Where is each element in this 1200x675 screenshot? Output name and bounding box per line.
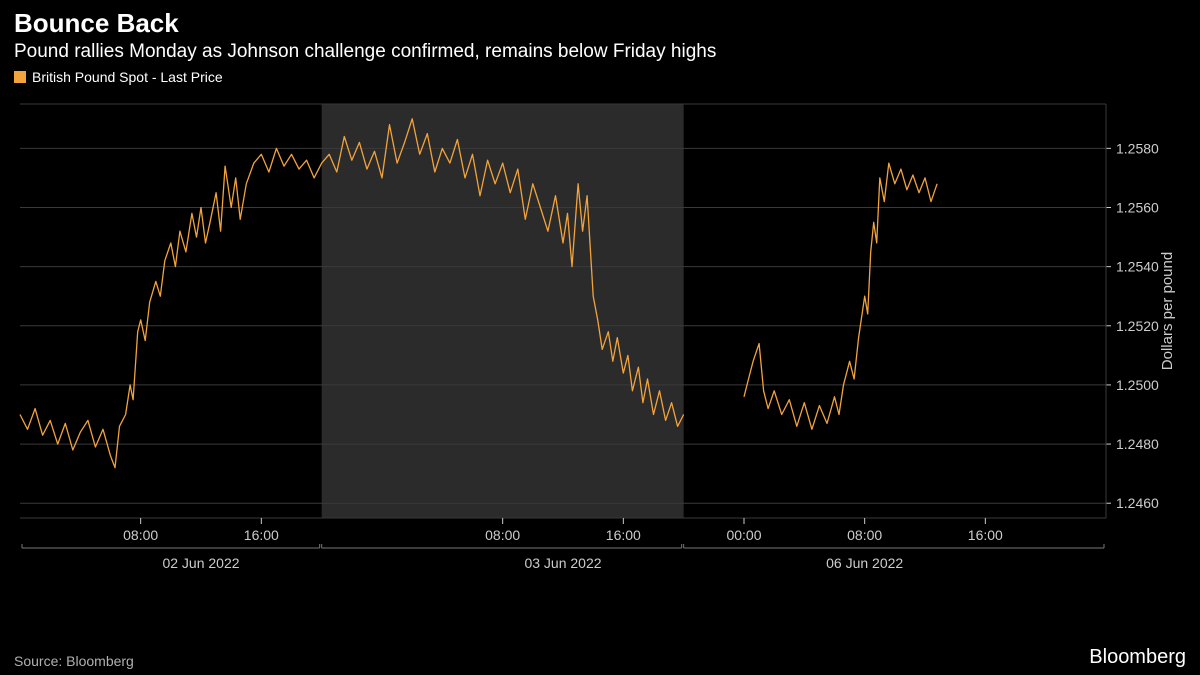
svg-text:06 Jun 2022: 06 Jun 2022	[826, 555, 903, 571]
price-chart: 1.2460 1.2480 1.2500 1.2520 1.2540 1.2560 1.25…	[14, 98, 1186, 598]
legend-swatch	[14, 71, 26, 83]
svg-text:08:00: 08:00	[847, 527, 882, 543]
brand-logo: Bloomberg	[1089, 646, 1186, 669]
svg-text:1.2580: 1.2580	[1116, 140, 1159, 156]
svg-text:Dollars per pound: Dollars per pound	[1159, 252, 1176, 370]
svg-text:16:00: 16:00	[244, 527, 279, 543]
chart-subtitle: Pound rallies Monday as Johnson challeng…	[14, 41, 1186, 63]
svg-text:08:00: 08:00	[123, 527, 158, 543]
svg-text:16:00: 16:00	[606, 527, 641, 543]
svg-text:00:00: 00:00	[726, 527, 761, 543]
chart-title: Bounce Back	[14, 8, 1186, 39]
svg-text:1.2560: 1.2560	[1116, 200, 1159, 216]
svg-text:1.2540: 1.2540	[1116, 259, 1159, 275]
svg-text:02 Jun 2022: 02 Jun 2022	[162, 555, 239, 571]
source-text: Source: Bloomberg	[14, 653, 134, 669]
svg-text:1.2480: 1.2480	[1116, 436, 1159, 452]
svg-text:08:00: 08:00	[485, 527, 520, 543]
svg-text:1.2500: 1.2500	[1116, 377, 1159, 393]
legend: British Pound Spot - Last Price	[0, 65, 1200, 85]
svg-text:1.2520: 1.2520	[1116, 318, 1159, 334]
svg-text:16:00: 16:00	[968, 527, 1003, 543]
svg-text:1.2460: 1.2460	[1116, 495, 1159, 511]
svg-text:03 Jun 2022: 03 Jun 2022	[524, 555, 601, 571]
legend-label: British Pound Spot - Last Price	[32, 69, 223, 85]
